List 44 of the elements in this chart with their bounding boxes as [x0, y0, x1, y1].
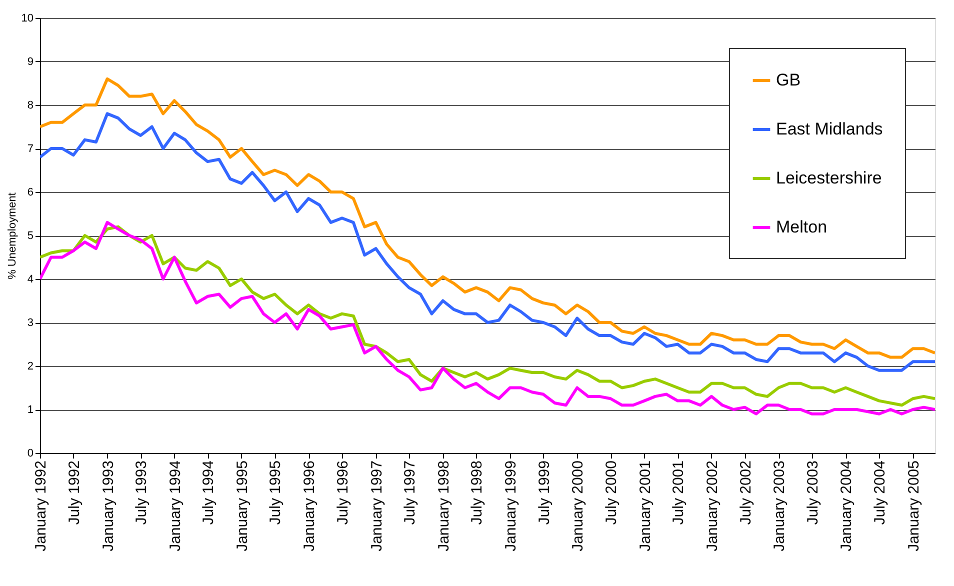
x-tick-label: July 1995: [267, 460, 284, 525]
x-tick-label: July 1992: [66, 460, 83, 525]
x-tick-label: July 2002: [737, 460, 754, 525]
x-tick-label: July 1994: [200, 460, 218, 525]
x-tick-label: July 1993: [133, 460, 150, 525]
x-tick-label: January 2004: [838, 460, 856, 552]
y-tick-label: 3: [27, 317, 34, 329]
x-tick-label: January 1997: [368, 460, 386, 552]
y-tick-label: 5: [27, 230, 34, 242]
x-tick-label: July 2000: [603, 460, 620, 525]
x-tick-label: January 2001: [636, 460, 654, 552]
x-tick-label: January 2000: [570, 460, 587, 552]
x-tick-label: January 2002: [704, 460, 721, 552]
y-tick-label: 2: [27, 360, 34, 372]
x-tick-label: January 1996: [301, 460, 318, 552]
x-tick-label: January 1998: [435, 460, 452, 552]
x-tick-label: January 1992: [32, 460, 50, 552]
y-tick-label: 0: [27, 448, 34, 460]
y-axis-title: % Unemployment: [6, 192, 18, 280]
y-tick-label: 1: [27, 404, 34, 416]
x-tick-label: July 1996: [334, 460, 352, 525]
x-tick-label: July 2001: [670, 460, 688, 525]
y-tick-label: 8: [27, 100, 34, 112]
x-tick-label: January 1995: [234, 460, 251, 552]
x-tick-label: July 2003: [804, 460, 822, 525]
legend-label: GB: [776, 70, 801, 90]
legend-label: Leicestershire: [776, 168, 882, 188]
legend-label: Melton: [776, 218, 828, 236]
y-tick-label: 9: [27, 56, 34, 68]
x-tick-label: July 1998: [468, 460, 486, 525]
line-series: [40, 112, 935, 372]
x-tick-label: January 1999: [502, 460, 520, 552]
x-tick-label: January 1994: [166, 460, 184, 552]
x-tick-label: July 1997: [402, 460, 419, 525]
x-tick-label: July 2004: [872, 460, 889, 525]
x-tick-label: January 2005: [905, 460, 922, 552]
y-tick-label: 10: [21, 12, 34, 24]
x-tick-label: July 1999: [536, 460, 553, 525]
y-tick-label: 6: [27, 186, 34, 198]
y-tick-label: 7: [27, 143, 34, 155]
legend-label: East Midlands: [776, 120, 883, 138]
x-tick-label: January 1993: [100, 460, 117, 552]
y-tick-label: 4: [27, 274, 34, 286]
x-tick-label: January 2003: [771, 460, 788, 552]
